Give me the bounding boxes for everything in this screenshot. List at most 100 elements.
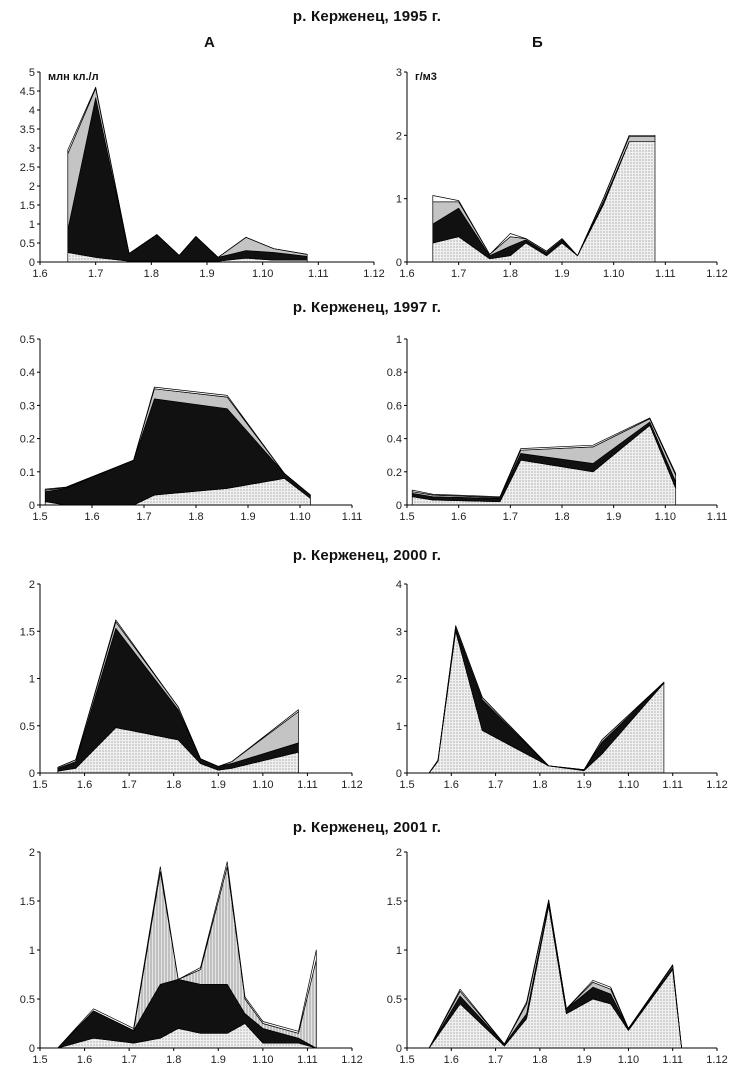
y-tick-label-a1997: 0 <box>29 500 35 512</box>
x-tick-label-a1995: 1.9 <box>199 268 214 280</box>
x-tick-label-b2000: 1.7 <box>488 779 503 791</box>
y-tick-label-b1997: 1 <box>396 334 402 346</box>
x-tick-label-a1995: 1.6 <box>32 268 47 280</box>
x-tick-label-a2000: 1.9 <box>211 779 226 791</box>
x-tick-label-a2001: 1.7 <box>121 1054 136 1066</box>
column-label-b: Б <box>532 34 543 51</box>
y-tick-label-b1997: 0.6 <box>387 400 402 412</box>
y-tick-label-b2001: 1 <box>396 945 402 957</box>
y-tick-label-b1995: 0 <box>396 257 402 269</box>
x-tick-label-a2001: 1.11 <box>297 1054 318 1066</box>
x-tick-label-a1995: 1.8 <box>144 268 159 280</box>
chart-b2001: 0 0.5 1 1.5 2 1.5 1.6 1.7 1.8 1.9 1.10 1.11 1.12 <box>387 847 728 1066</box>
x-tick-label-b2001: 1.7 <box>488 1054 503 1066</box>
y-tick-label-b1995: 3 <box>396 67 402 79</box>
x-tick-label-a2000: 1.12 <box>341 779 362 791</box>
y-tick-label-b2000: 1 <box>396 721 402 733</box>
x-tick-label-b1997: 1.10 <box>655 511 676 523</box>
chart-a2001: 0 0.5 1 1.5 2 1.5 1.6 1.7 1.8 1.9 1.10 1.11 1.12 <box>20 847 363 1066</box>
y-tick-label-b2001: 0.5 <box>387 994 402 1006</box>
x-tick-label-b1997: 1.8 <box>554 511 569 523</box>
x-tick-label-b2001: 1.5 <box>399 1054 414 1066</box>
x-tick-label-b1995: 1.7 <box>451 268 466 280</box>
x-tick-label-a1997: 1.5 <box>32 511 47 523</box>
section-title-2001: р. Керженец, 2001 г. <box>292 819 442 836</box>
x-tick-label-b1995: 1.9 <box>554 268 569 280</box>
x-tick-label-a2001: 1.12 <box>341 1054 362 1066</box>
x-tick-label-b2001: 1.10 <box>618 1054 639 1066</box>
area-black-a1995-1 <box>67 97 308 262</box>
x-tick-label-b1995: 1.6 <box>399 268 414 280</box>
area-white-b1995-3 <box>432 134 656 257</box>
x-tick-label-a2001: 1.6 <box>77 1054 92 1066</box>
y-tick-label-b1997: 0.8 <box>387 367 402 379</box>
section-title-2000: р. Керженец, 2000 г. <box>292 547 442 564</box>
y-tick-label-a2000: 0.5 <box>20 721 35 733</box>
chart-a1997: 0 0.1 0.2 0.3 0.4 0.5 1.5 1.6 1.7 1.8 1.9 1.10 1.11 <box>20 334 363 523</box>
y-tick-label-a2001: 2 <box>29 847 35 859</box>
y-tick-label-b2000: 4 <box>396 579 402 591</box>
y-tick-label-a1995: 2 <box>29 181 35 193</box>
x-tick-label-a2000: 1.7 <box>121 779 136 791</box>
x-tick-label-a2000: 1.11 <box>297 779 318 791</box>
chart-a2000: 0 0.5 1 1.5 2 1.5 1.6 1.7 1.8 1.9 1.10 1.11 1.12 <box>20 579 363 791</box>
column-label-a: А <box>204 34 215 51</box>
x-tick-label-b2001: 1.12 <box>706 1054 727 1066</box>
y-tick-label-a2001: 1.5 <box>20 896 35 908</box>
x-tick-label-a1995: 1.10 <box>252 268 273 280</box>
y-tick-label-b1997: 0.4 <box>387 434 402 446</box>
y-tick-label-a1995: 0.5 <box>20 238 35 250</box>
area-white-a1997-3 <box>44 386 311 496</box>
y-tick-label-b2001: 0 <box>396 1043 402 1055</box>
y-tick-label-a1997: 0.1 <box>20 467 35 479</box>
x-tick-label-b1997: 1.5 <box>399 511 414 523</box>
x-tick-label-b2000: 1.6 <box>444 779 459 791</box>
x-tick-label-b2000: 1.9 <box>576 779 591 791</box>
y-tick-label-a2000: 1 <box>29 674 35 686</box>
y-tick-label-a2000: 0 <box>29 768 35 780</box>
x-tick-label-a1997: 1.11 <box>342 511 363 523</box>
chart-a1995: 0 0.5 1 1.5 2 2.5 3 3.5 4 4.5 5 1.6 1.7 1.8 1.9 1.10 1.1… <box>20 67 385 280</box>
x-tick-label-b1997: 1.9 <box>606 511 621 523</box>
x-tick-label-a2000: 1.10 <box>252 779 273 791</box>
y-tick-label-a1995: 5 <box>29 67 35 79</box>
y-tick-label-a2001: 0.5 <box>20 994 35 1006</box>
x-tick-label-a2001: 1.5 <box>32 1054 47 1066</box>
unit-label-b1995: г/м3 <box>415 71 437 83</box>
y-tick-label-a1997: 0.4 <box>20 367 35 379</box>
x-tick-label-a1995: 1.7 <box>88 268 103 280</box>
y-tick-label-a1995: 4 <box>29 105 35 117</box>
x-tick-label-a2001: 1.8 <box>166 1054 181 1066</box>
y-tick-label-b1995: 2 <box>396 130 402 142</box>
x-tick-label-a2000: 1.6 <box>77 779 92 791</box>
y-tick-label-a1997: 0.2 <box>20 434 35 446</box>
y-tick-label-b2000: 2 <box>396 674 402 686</box>
y-tick-label-a1995: 4.5 <box>20 86 35 98</box>
area-white-a2000-3 <box>57 619 299 768</box>
area-dotted-b2001-0 <box>428 905 682 1049</box>
chart-b1997: 0 0.2 0.4 0.6 0.8 1 1.5 1.6 1.7 1.8 1.9 1.10 1.11 <box>387 334 728 523</box>
area-white-b1997-3 <box>411 417 677 498</box>
y-tick-label-a1995: 3.5 <box>20 124 35 136</box>
y-tick-label-b2000: 0 <box>396 768 402 780</box>
x-tick-label-b2000: 1.11 <box>662 779 683 791</box>
x-tick-label-a1997: 1.7 <box>136 511 151 523</box>
x-tick-label-a1997: 1.10 <box>289 511 310 523</box>
y-tick-label-a1995: 2.5 <box>20 162 35 174</box>
unit-label-a1995: млн кл./л <box>48 71 99 83</box>
y-tick-label-a1997: 0.5 <box>20 334 35 346</box>
chart-b2000: 0 1 2 3 4 1.5 1.6 1.7 1.8 1.9 1.10 1.11 1.12 <box>396 579 728 791</box>
section-title-1995: р. Керженец, 1995 г. <box>292 8 442 25</box>
x-tick-label-a2001: 1.9 <box>211 1054 226 1066</box>
x-tick-label-b2001: 1.9 <box>576 1054 591 1066</box>
y-tick-label-b2001: 2 <box>396 847 402 859</box>
x-tick-label-b2001: 1.8 <box>532 1054 547 1066</box>
y-tick-label-a1997: 0.3 <box>20 400 35 412</box>
x-tick-label-b2001: 1.6 <box>444 1054 459 1066</box>
x-tick-label-b2000: 1.5 <box>399 779 414 791</box>
x-tick-label-a2000: 1.8 <box>166 779 181 791</box>
y-tick-label-a2000: 1.5 <box>20 626 35 638</box>
y-tick-label-b1997: 0.2 <box>387 467 402 479</box>
y-tick-label-a1995: 1 <box>29 219 35 231</box>
y-tick-label-b2001: 1.5 <box>387 896 402 908</box>
